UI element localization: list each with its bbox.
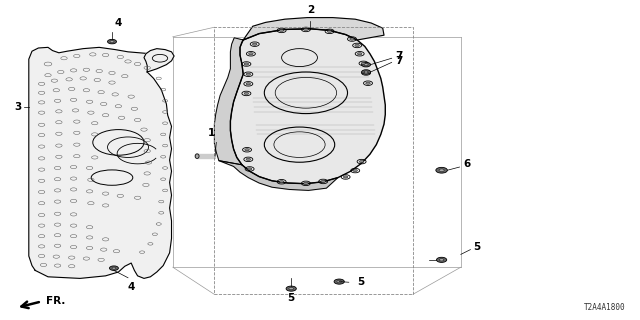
- Circle shape: [112, 267, 116, 269]
- Circle shape: [328, 30, 332, 33]
- Circle shape: [439, 259, 444, 261]
- Text: 4: 4: [115, 18, 122, 28]
- Circle shape: [108, 39, 116, 44]
- Circle shape: [246, 158, 251, 161]
- Circle shape: [244, 148, 250, 151]
- Circle shape: [321, 180, 326, 182]
- Circle shape: [436, 257, 447, 262]
- Circle shape: [366, 82, 370, 84]
- Circle shape: [436, 167, 447, 173]
- Circle shape: [248, 52, 253, 55]
- Polygon shape: [144, 49, 174, 72]
- Text: 6: 6: [463, 159, 470, 169]
- Circle shape: [244, 92, 249, 95]
- Circle shape: [355, 44, 360, 46]
- Circle shape: [280, 180, 284, 183]
- Text: 4: 4: [127, 282, 135, 292]
- Ellipse shape: [195, 154, 199, 158]
- Text: 1: 1: [207, 128, 215, 138]
- Circle shape: [358, 52, 362, 55]
- Circle shape: [289, 287, 294, 290]
- Circle shape: [364, 71, 368, 73]
- Circle shape: [349, 38, 355, 40]
- Circle shape: [253, 43, 257, 45]
- Polygon shape: [29, 47, 172, 278]
- Polygon shape: [230, 29, 385, 184]
- Text: 7: 7: [396, 56, 403, 66]
- Circle shape: [280, 29, 284, 31]
- Circle shape: [246, 73, 251, 76]
- Text: 2: 2: [307, 5, 314, 15]
- Text: 5: 5: [474, 242, 481, 252]
- Circle shape: [110, 41, 114, 43]
- Circle shape: [362, 62, 371, 67]
- Circle shape: [359, 160, 364, 163]
- Circle shape: [344, 176, 348, 178]
- Circle shape: [337, 280, 342, 283]
- Text: 5: 5: [287, 293, 295, 303]
- Text: T2A4A1800: T2A4A1800: [584, 303, 626, 312]
- Circle shape: [334, 279, 344, 284]
- Text: 3: 3: [14, 102, 22, 112]
- Polygon shape: [243, 18, 384, 40]
- Circle shape: [248, 168, 252, 170]
- Circle shape: [244, 63, 249, 65]
- Circle shape: [364, 64, 368, 66]
- Circle shape: [286, 286, 296, 291]
- Circle shape: [362, 70, 371, 74]
- Circle shape: [361, 62, 366, 65]
- Polygon shape: [219, 161, 338, 190]
- Circle shape: [353, 170, 358, 172]
- Circle shape: [303, 28, 308, 30]
- Circle shape: [109, 266, 118, 270]
- Polygon shape: [197, 154, 215, 158]
- Circle shape: [246, 83, 251, 85]
- Circle shape: [364, 72, 369, 74]
- Polygon shape: [214, 38, 243, 165]
- Text: 7: 7: [396, 51, 403, 61]
- Text: FR.: FR.: [46, 296, 65, 307]
- Bar: [214, 27, 413, 294]
- Circle shape: [303, 182, 308, 184]
- Text: 5: 5: [357, 277, 364, 287]
- Circle shape: [439, 169, 444, 172]
